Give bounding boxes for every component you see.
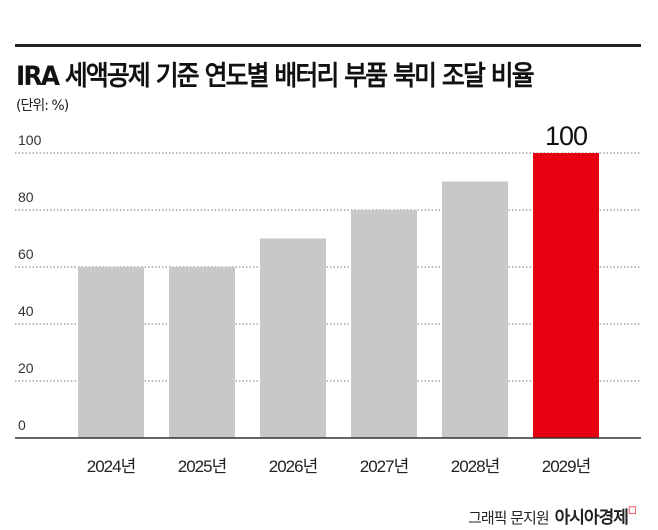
brand-logo: 아시아경제 <box>554 508 629 528</box>
bar-2026년 <box>260 238 326 438</box>
credit-text: 그래픽 문지원 <box>468 509 550 527</box>
bar-2025년 <box>169 267 235 438</box>
y-tick-label: 100 <box>18 132 42 148</box>
bar-2027년 <box>351 210 417 438</box>
x-tick-label: 2027년 <box>360 457 408 476</box>
bar-2029년 <box>533 153 599 438</box>
x-tick-label: 2029년 <box>542 457 590 476</box>
x-tick-label: 2024년 <box>87 457 135 476</box>
chart-title: IRA 세액공제 기준 연도별 배터리 부품 북미 조달 비율 <box>16 61 535 92</box>
top-rule <box>15 44 641 47</box>
x-tick-label: 2026년 <box>269 457 317 476</box>
y-tick-label: 0 <box>18 417 26 433</box>
x-tick-label: 2025년 <box>178 457 226 476</box>
brand-mark-icon: ◻ <box>627 503 637 516</box>
unit-label: (단위: %) <box>16 98 69 114</box>
credit: 그래픽 문지원 아시아경제◻ <box>468 503 637 528</box>
y-tick-label: 20 <box>18 360 34 376</box>
y-tick-label: 60 <box>18 246 34 262</box>
bar-2024년 <box>78 267 144 438</box>
x-tick-label: 2028년 <box>451 457 499 476</box>
data-label: 100 <box>545 121 587 151</box>
y-tick-label: 40 <box>18 303 34 319</box>
bar-2028년 <box>442 181 508 438</box>
y-tick-label: 80 <box>18 189 34 205</box>
